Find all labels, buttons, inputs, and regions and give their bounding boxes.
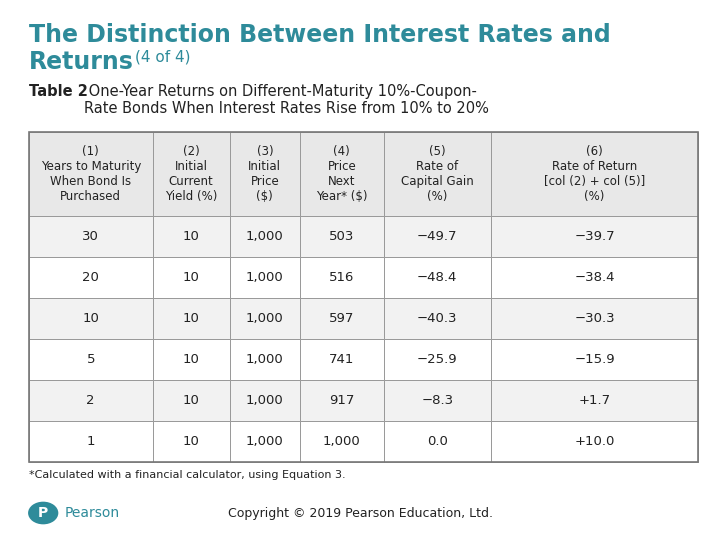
Text: −39.7: −39.7: [575, 230, 615, 243]
Text: 1: 1: [86, 435, 95, 448]
Text: +10.0: +10.0: [575, 435, 615, 448]
Text: −48.4: −48.4: [417, 271, 457, 284]
Text: −15.9: −15.9: [575, 353, 615, 366]
Text: 0.0: 0.0: [427, 435, 448, 448]
Text: P: P: [38, 506, 48, 520]
Text: 516: 516: [329, 271, 354, 284]
Text: 10: 10: [183, 312, 199, 325]
Text: 1,000: 1,000: [246, 353, 284, 366]
Text: (3)
Initial
Price
($): (3) Initial Price ($): [248, 145, 282, 203]
Text: (6)
Rate of Return
[col (2) + col (5)]
(%): (6) Rate of Return [col (2) + col (5)] (…: [544, 145, 645, 203]
Text: 10: 10: [183, 271, 199, 284]
Text: Returns: Returns: [29, 50, 134, 73]
Text: 503: 503: [329, 230, 354, 243]
Text: Table 2: Table 2: [29, 84, 88, 99]
Text: (5)
Rate of
Capital Gain
(%): (5) Rate of Capital Gain (%): [401, 145, 474, 203]
Text: 5: 5: [86, 353, 95, 366]
Text: −49.7: −49.7: [417, 230, 457, 243]
Text: 1,000: 1,000: [246, 394, 284, 407]
Text: Copyright © 2019 Pearson Education, Ltd.: Copyright © 2019 Pearson Education, Ltd.: [228, 507, 492, 519]
Text: −38.4: −38.4: [575, 271, 615, 284]
Text: +1.7: +1.7: [579, 394, 611, 407]
Text: 10: 10: [183, 435, 199, 448]
Text: −8.3: −8.3: [421, 394, 454, 407]
Text: Pearson: Pearson: [65, 506, 120, 520]
Text: 741: 741: [329, 353, 354, 366]
Text: 1,000: 1,000: [323, 435, 361, 448]
Text: 10: 10: [183, 353, 199, 366]
Text: (2)
Initial
Current
Yield (%): (2) Initial Current Yield (%): [165, 145, 217, 203]
Text: (1)
Years to Maturity
When Bond Is
Purchased: (1) Years to Maturity When Bond Is Purch…: [40, 145, 141, 203]
Text: One-Year Returns on Different-Maturity 10%-Coupon-
Rate Bonds When Interest Rate: One-Year Returns on Different-Maturity 1…: [84, 84, 488, 116]
Text: 10: 10: [183, 394, 199, 407]
Text: (4)
Price
Next
Year* ($): (4) Price Next Year* ($): [316, 145, 368, 203]
Text: 597: 597: [329, 312, 354, 325]
Text: 1,000: 1,000: [246, 230, 284, 243]
Text: 2: 2: [86, 394, 95, 407]
Text: *Calculated with a financial calculator, using Equation 3.: *Calculated with a financial calculator,…: [29, 470, 346, 480]
Text: The Distinction Between Interest Rates and: The Distinction Between Interest Rates a…: [29, 23, 611, 46]
Text: 10: 10: [82, 312, 99, 325]
Text: (4 of 4): (4 of 4): [135, 50, 191, 65]
Text: 30: 30: [82, 230, 99, 243]
Text: −40.3: −40.3: [417, 312, 457, 325]
Text: 10: 10: [183, 230, 199, 243]
Text: 1,000: 1,000: [246, 271, 284, 284]
Text: 20: 20: [82, 271, 99, 284]
Text: 917: 917: [329, 394, 354, 407]
Text: −30.3: −30.3: [575, 312, 615, 325]
Text: 1,000: 1,000: [246, 312, 284, 325]
Text: 1,000: 1,000: [246, 435, 284, 448]
Text: −25.9: −25.9: [417, 353, 458, 366]
